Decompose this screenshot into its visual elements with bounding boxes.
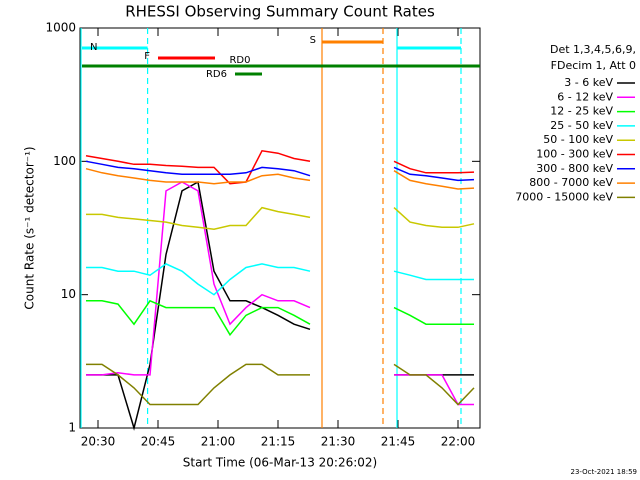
legend-label: 7000 - 15000 keV	[515, 190, 613, 203]
series-line	[393, 270, 474, 281]
y-tick-label: 1000	[45, 21, 76, 35]
y-tick-label: 10	[61, 287, 76, 301]
y-tick-label: 1	[68, 421, 76, 435]
series-line	[393, 160, 475, 174]
x-tick-label: 21:15	[261, 435, 296, 449]
x-tick-label: 20:30	[81, 435, 116, 449]
series-line	[393, 363, 475, 406]
legend-header: FDecim 1, Att 0	[551, 59, 636, 72]
y-tick-label: 100	[53, 154, 76, 168]
flag-label: RD0	[229, 55, 250, 66]
x-tick-label: 21:30	[321, 435, 356, 449]
legend-label: 100 - 300 keV	[536, 148, 613, 161]
x-tick-label: 21:00	[201, 435, 236, 449]
x-tick-label: 21:45	[381, 435, 416, 449]
legend-header: Det 1,3,4,5,6,9,	[550, 43, 636, 56]
chart-title: RHESSI Observing Summary Count Rates	[125, 3, 435, 21]
series-line	[86, 363, 310, 406]
footer: 23-Oct-2021 18:59	[571, 468, 637, 476]
legend-label: 6 - 12 keV	[557, 90, 613, 103]
legend-label: 300 - 800 keV	[536, 162, 613, 175]
series-line	[393, 207, 475, 229]
series-line	[85, 149, 311, 185]
flag-label: N	[90, 42, 97, 53]
series-line	[86, 263, 311, 296]
flag-label: S	[310, 35, 316, 46]
series-line	[393, 306, 474, 325]
series-line	[86, 206, 311, 230]
series-line	[86, 181, 311, 376]
series-line	[394, 374, 474, 406]
series-line	[86, 299, 311, 337]
legend-label: 3 - 6 keV	[564, 76, 613, 89]
legend-label: 12 - 25 keV	[550, 105, 613, 118]
series-line	[85, 160, 311, 177]
flag-label: F	[144, 51, 150, 62]
legend-label: 50 - 100 keV	[543, 133, 613, 146]
series-line	[393, 166, 475, 182]
series-line	[85, 167, 311, 185]
x-tick-label: 20:45	[141, 435, 176, 449]
flag-label: RD6	[206, 69, 227, 80]
series-line	[393, 170, 475, 190]
y-axis-label: Count Rate (s⁻¹ detector⁻¹)	[23, 146, 37, 309]
x-tick-label: 22:00	[441, 435, 476, 449]
x-axis-label: Start Time (06-Mar-13 20:26:02)	[183, 456, 377, 470]
legend-label: 800 - 7000 keV	[529, 176, 613, 189]
plot-frame	[79, 27, 481, 429]
legend-label: 25 - 50 keV	[550, 119, 613, 132]
